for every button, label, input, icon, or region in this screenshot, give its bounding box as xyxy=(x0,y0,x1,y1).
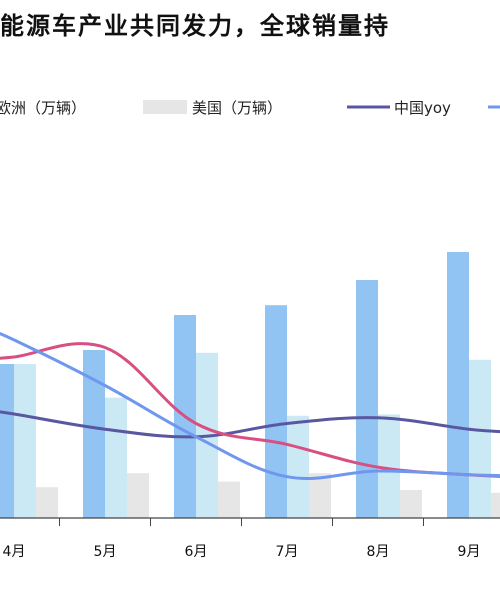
x-tick-label-0: 4月 xyxy=(3,544,26,560)
bar-series2-2 xyxy=(218,481,240,518)
bar-series2-5 xyxy=(491,492,500,518)
bar-series2-4 xyxy=(400,490,422,518)
bar-series0-0 xyxy=(0,364,14,518)
bar-series2-1 xyxy=(127,473,149,518)
line-series-1 xyxy=(0,342,500,478)
x-tick-label-3: 7月 xyxy=(276,544,299,560)
line-series-2 xyxy=(0,331,500,481)
bar-series1-3 xyxy=(287,415,309,518)
bar-series1-0 xyxy=(14,364,36,518)
x-tick-label-4: 8月 xyxy=(367,544,390,560)
bar-series0-1 xyxy=(83,350,105,518)
bar-series0-3 xyxy=(265,305,287,518)
legend-label-usa: 美国（万辆） xyxy=(192,99,282,117)
x-axis-ticks: 4月 5月 6月 7月 8月 9月 xyxy=(3,518,481,560)
bars xyxy=(0,252,500,518)
x-tick-label-1: 5月 xyxy=(94,544,117,560)
legend-label-china-yoy: 中国yoy xyxy=(394,99,451,117)
bar-series0-5 xyxy=(447,252,469,518)
bar-series2-0 xyxy=(36,487,58,518)
bar-series1-5 xyxy=(469,359,491,518)
bar-series1-4 xyxy=(378,414,400,518)
bar-series1-1 xyxy=(105,397,127,518)
bar-series2-3 xyxy=(309,473,331,518)
lines xyxy=(0,331,500,481)
legend-swatch-usa xyxy=(143,100,187,114)
bar-series0-4 xyxy=(356,280,378,518)
line-series-0 xyxy=(0,410,500,439)
legend-label-europe: 欧洲（万辆） xyxy=(0,99,86,117)
chart-title: 能源车产业共同发力，全球销量持 xyxy=(0,12,390,40)
x-tick-label-5: 9月 xyxy=(458,544,481,560)
x-tick-label-2: 6月 xyxy=(185,544,208,560)
legend: 欧洲（万辆） 美国（万辆） 中国yoy xyxy=(0,99,500,117)
